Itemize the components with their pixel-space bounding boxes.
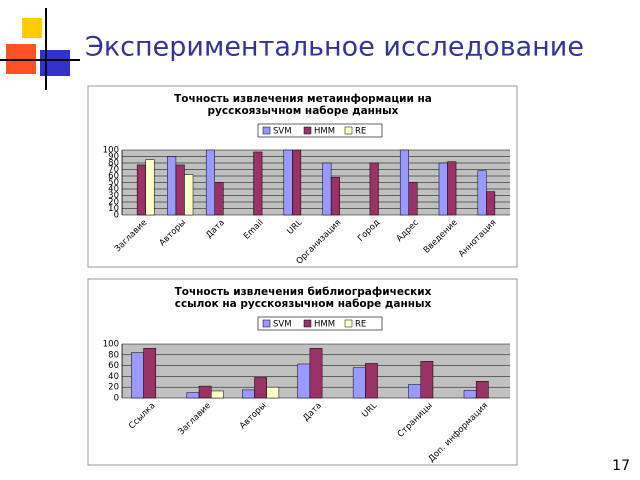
- y-tick-label: 100: [103, 340, 119, 350]
- bar: [143, 348, 157, 399]
- bar: [136, 164, 146, 216]
- legend-swatch: [344, 126, 353, 135]
- y-tick-label: 20: [108, 198, 119, 208]
- bar: [352, 367, 366, 399]
- bar: [214, 182, 224, 216]
- chart-title: Точность извлечения метаинформации на: [174, 93, 432, 105]
- bar: [420, 361, 434, 399]
- bar: [167, 156, 177, 216]
- y-tick-label: 30: [108, 191, 119, 201]
- legend-swatch: [303, 319, 312, 328]
- page-number: 17: [612, 458, 630, 474]
- chart-title: ссылок на русскоязычном наборе данных: [175, 298, 432, 310]
- y-tick-label: 20: [108, 383, 119, 393]
- y-tick-label: 40: [108, 372, 119, 382]
- legend-label: HMM: [314, 320, 335, 330]
- logo: [0, 8, 80, 90]
- legend-swatch: [262, 319, 271, 328]
- bar: [205, 149, 215, 216]
- y-tick-label: 0: [114, 211, 119, 221]
- bar: [322, 162, 332, 216]
- bar: [330, 177, 340, 216]
- bar: [477, 170, 487, 216]
- y-tick-label: 10: [108, 204, 119, 214]
- bar: [198, 385, 212, 399]
- bar: [408, 182, 418, 216]
- bar: [365, 363, 378, 399]
- bar: [254, 377, 267, 399]
- y-tick-label: 0: [114, 394, 119, 404]
- chart-title: русскоязычном наборе данных: [208, 105, 399, 117]
- legend-label: RE: [355, 320, 366, 330]
- bar: [408, 384, 422, 399]
- logo-square: [22, 18, 42, 38]
- bar: [309, 348, 323, 399]
- bar: [266, 386, 280, 399]
- bar: [131, 352, 144, 399]
- y-tick-label: 50: [108, 178, 119, 188]
- bar: [447, 161, 457, 216]
- legend-label: SVM: [273, 320, 292, 330]
- bar: [186, 392, 200, 399]
- bar: [283, 149, 293, 216]
- bar: [438, 162, 448, 216]
- y-tick-label: 90: [108, 152, 119, 162]
- legend-label: SVM: [273, 127, 292, 137]
- bar: [292, 149, 302, 216]
- y-tick-label: 80: [108, 350, 119, 360]
- legend-swatch: [344, 319, 353, 328]
- legend-label: RE: [355, 127, 366, 137]
- bar: [475, 381, 489, 399]
- y-tick-label: 100: [103, 146, 119, 156]
- logo-square: [40, 50, 70, 76]
- bar: [175, 164, 185, 216]
- bar: [399, 149, 409, 216]
- y-tick-label: 70: [108, 165, 119, 175]
- slide-title: Экспериментальное исследование: [85, 32, 584, 63]
- legend-swatch: [303, 126, 312, 135]
- y-tick-label: 40: [108, 185, 119, 195]
- legend-label: HMM: [314, 127, 335, 137]
- bar: [184, 174, 194, 216]
- bar: [145, 159, 155, 216]
- chart-title: Точность извлечения библиографических: [175, 286, 432, 298]
- y-tick-label: 60: [108, 361, 119, 371]
- bar: [253, 151, 263, 216]
- bar: [242, 389, 255, 399]
- bar: [369, 162, 379, 216]
- legend-swatch: [262, 126, 271, 135]
- bar: [463, 390, 477, 399]
- y-tick-label: 60: [108, 172, 119, 182]
- y-tick-label: 80: [108, 159, 119, 169]
- bar: [297, 363, 311, 399]
- bar: [210, 390, 224, 399]
- bar: [486, 191, 496, 216]
